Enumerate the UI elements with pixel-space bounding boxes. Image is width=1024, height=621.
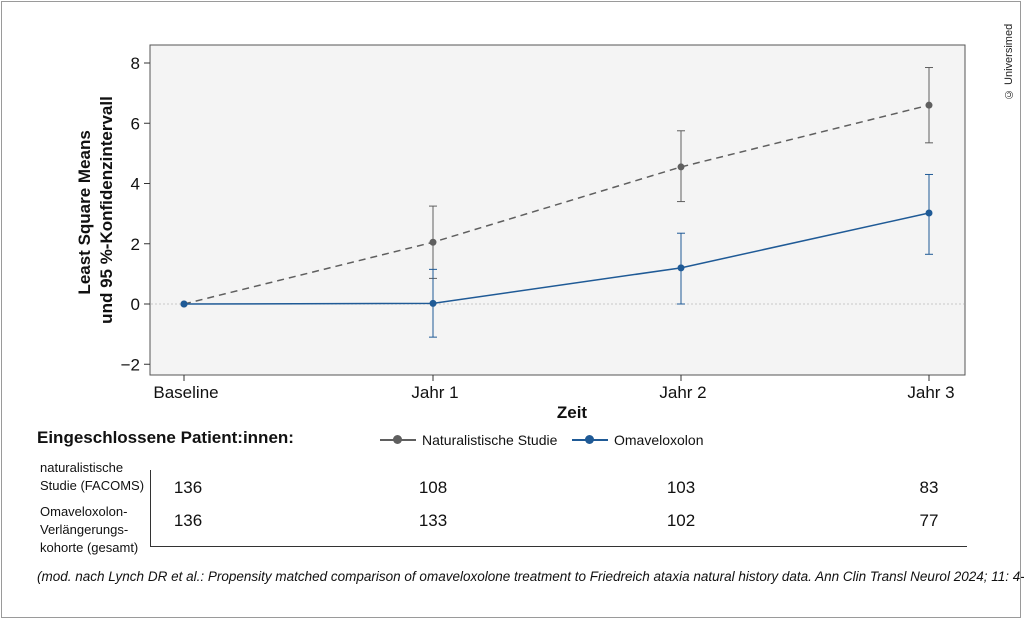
patients-table (150, 470, 967, 547)
table-cell: 83 (919, 478, 939, 497)
series-layer (180, 67, 933, 338)
legend-item-naturalistic: Naturalistische Studie (380, 432, 557, 448)
y-tick-label: 0 (131, 295, 140, 314)
y-axis-title-line-2: und 95 %-Konfidenzintervall (97, 96, 116, 324)
patients-title: Eingeschlossene Patient:innen: (37, 428, 294, 447)
legend-label-omaveloxolon: Omaveloxolon (614, 432, 704, 448)
data-point (180, 300, 188, 308)
data-point (429, 299, 437, 307)
row-label-naturalistic: naturalistische Studie (FACOMS) (40, 459, 150, 495)
series-omaveloxolon (180, 173, 933, 338)
x-axis-title: Zeit (557, 403, 588, 422)
x-axis: Baseline Jahr 1 Jahr 2 Jahr 3 (153, 375, 955, 402)
table-cell: 108 (418, 478, 448, 497)
data-point (677, 163, 685, 171)
y-tick-label: 6 (131, 114, 140, 133)
table-cell: 103 (666, 478, 696, 497)
legend-symbol-naturalistic (380, 433, 416, 447)
copyright-text: © Universimed (1003, 23, 1015, 100)
y-axis: 8 6 4 2 0 −2 (121, 54, 150, 374)
series-naturalistic (180, 67, 933, 308)
x-tick-label: Jahr 3 (907, 383, 954, 402)
plot-area (149, 44, 966, 376)
x-tick-label: Jahr 2 (659, 383, 706, 402)
legend-symbol-omaveloxolon (572, 433, 608, 447)
row-label-line: Omaveloxolon- (40, 504, 128, 519)
row-label-line: naturalistische (40, 460, 124, 475)
data-point (677, 264, 685, 272)
data-point (429, 238, 437, 246)
legend-item-omaveloxolon: Omaveloxolon (572, 432, 704, 448)
citation: (mod. nach Lynch DR et al.: Propensity m… (37, 569, 1024, 584)
x-tick-label: Jahr 1 (411, 383, 458, 402)
series-line (183, 212, 930, 305)
y-tick-label: 2 (131, 235, 140, 254)
row-label-line: Verlängerungs- (40, 522, 129, 537)
y-tick-label: 4 (131, 175, 140, 194)
y-tick-label: 8 (131, 54, 140, 73)
data-point (925, 101, 933, 109)
row-label-omaveloxolon: Omaveloxolon- Verlängerungs- kohorte (ge… (40, 503, 150, 557)
table-cell: 77 (919, 511, 939, 530)
y-axis-title: Least Square Means und 95 %-Konfidenzint… (75, 96, 116, 324)
y-tick-label: −2 (121, 355, 140, 374)
y-axis-title-line-1: Least Square Means (75, 130, 94, 294)
table-cell: 136 (173, 478, 203, 497)
data-point (925, 209, 933, 217)
x-tick-label: Baseline (153, 383, 218, 402)
table-cell: 102 (666, 511, 696, 530)
table-cell: 133 (418, 511, 448, 530)
series-line (183, 104, 930, 305)
row-label-line: Studie (FACOMS) (40, 478, 145, 493)
legend-label-naturalistic: Naturalistische Studie (422, 432, 558, 448)
table-cell: 136 (173, 511, 203, 530)
row-label-line: kohorte (gesamt) (40, 540, 139, 555)
